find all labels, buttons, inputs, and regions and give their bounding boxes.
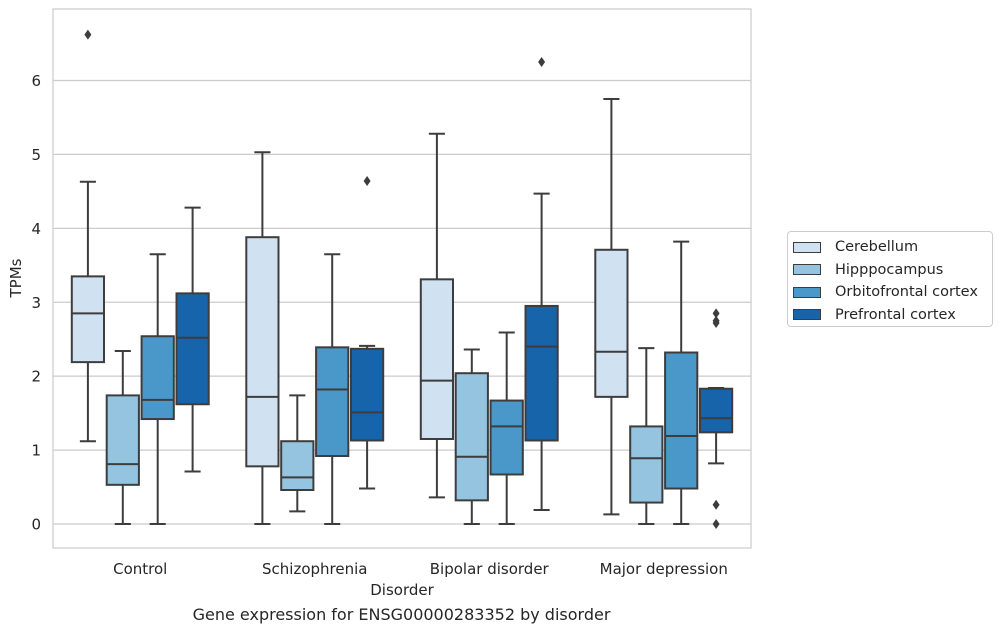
outlier-point [712, 519, 720, 529]
outlier-point [363, 176, 371, 187]
x-axis-label: Disorder [370, 581, 434, 599]
y-axis-ticks: 0 1 2 3 4 5 6 [31, 72, 41, 534]
y-tick-label: 0 [31, 516, 41, 534]
box-group [70, 29, 106, 443]
legend-item-cerebellum: Cerebellum [793, 236, 992, 259]
legend-swatch-orbitofrontal-cortex [793, 286, 821, 298]
box-group [280, 394, 315, 513]
box-group [419, 132, 455, 499]
box-group [315, 253, 350, 525]
y-tick-label: 3 [31, 294, 41, 312]
outlier-point [538, 57, 546, 68]
box [140, 335, 175, 421]
x-tick-label: Schizophrenia [262, 560, 367, 578]
x-tick-label: Bipolar disorder [430, 560, 550, 578]
x-tick-label: Control [113, 560, 167, 578]
box-group [105, 350, 140, 525]
legend-swatch-cerebellum [793, 241, 821, 253]
y-tick-label: 4 [31, 220, 41, 238]
legend-label-hippocampus: Hipppocampus [835, 261, 944, 278]
box-group [454, 348, 489, 525]
box [419, 278, 455, 440]
legend-label-cerebellum: Cerebellum [835, 239, 919, 256]
box [105, 394, 140, 486]
box [175, 292, 210, 406]
box [315, 346, 350, 457]
box [698, 387, 734, 434]
box [629, 425, 664, 504]
legend-item-orbitofrontal-cortex: Orbitofrontal cortex [793, 281, 992, 304]
box [454, 372, 489, 502]
y-axis-label: TPMs [7, 258, 25, 298]
box [280, 440, 315, 491]
legend-swatch-prefrontal-cortex [793, 309, 821, 321]
legend-swatch-hippocampus [793, 264, 821, 276]
box [245, 236, 280, 468]
box-group [245, 151, 280, 525]
y-tick-label: 1 [31, 442, 41, 460]
legend-label-prefrontal-cortex: Prefrontal cortex [835, 306, 956, 323]
box [524, 304, 559, 442]
box-group [349, 176, 385, 490]
outlier-point [712, 308, 720, 319]
y-tick-label: 2 [31, 368, 41, 386]
box [349, 347, 385, 442]
box [70, 275, 106, 364]
box-group [524, 57, 559, 511]
legend-item-hippocampus: Hipppocampus [793, 259, 992, 282]
y-tick-label: 6 [31, 72, 41, 90]
outlier-point [84, 29, 92, 40]
y-tick-label: 5 [31, 146, 41, 164]
box [489, 399, 524, 476]
box-group [140, 253, 175, 525]
box [664, 351, 699, 490]
legend-item-prefrontal-cortex: Prefrontal cortex [793, 304, 992, 327]
outlier-point [712, 317, 720, 328]
x-tick-label: Major depression [600, 560, 728, 578]
box-group [594, 97, 629, 516]
outlier-point [712, 499, 720, 510]
box-group [175, 206, 210, 473]
box-group [698, 308, 734, 529]
box-group [489, 331, 524, 525]
legend: Cerebellum Hipppocampus Orbitofrontal co… [787, 231, 993, 327]
box-group [629, 347, 664, 525]
box [594, 248, 629, 398]
legend-label-orbitofrontal-cortex: Orbitofrontal cortex [835, 284, 978, 301]
box-group [664, 240, 699, 525]
box-series [70, 29, 734, 529]
x-axis-ticks: Control Schizophrenia Bipolar disorder Majo… [113, 560, 728, 578]
chart-caption: Gene expression for ENSG00000283352 by d… [192, 605, 611, 624]
